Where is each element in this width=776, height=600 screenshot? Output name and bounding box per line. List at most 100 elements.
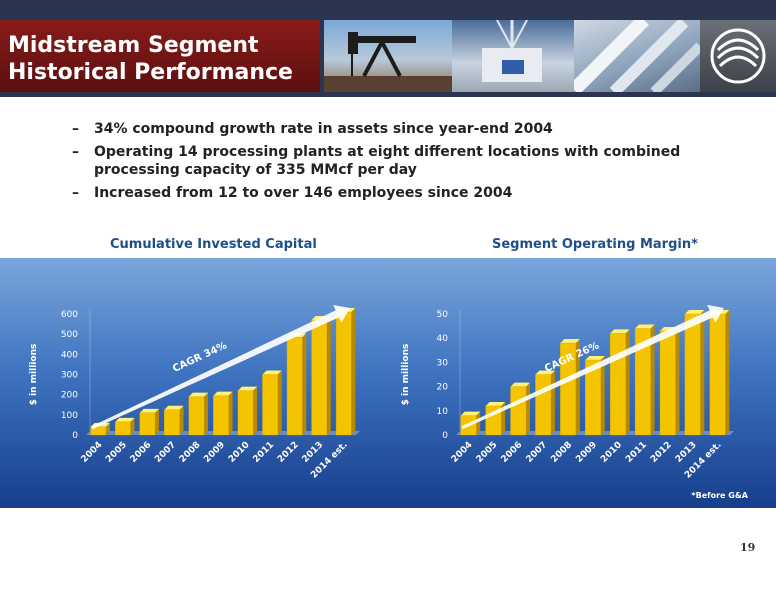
bar: [115, 421, 131, 436]
y-tick-label: 10: [437, 407, 449, 417]
bar-side: [550, 370, 555, 435]
growth-arrow: [91, 305, 350, 430]
bar-top: [164, 405, 184, 410]
chart-title-operating-margin: Segment Operating Margin*: [492, 237, 698, 252]
plant-structure-icon: [482, 19, 542, 82]
page-title-line2: Historical Performance: [8, 60, 293, 85]
bar-side: [154, 408, 159, 435]
bar-side: [675, 326, 680, 435]
chart-title-invested-capital: Cumulative Invested Capital: [110, 237, 317, 252]
x-tick-label: 2009: [202, 440, 227, 465]
bar: [188, 396, 205, 436]
bar-top: [213, 391, 233, 396]
x-tick-label: 2011: [624, 440, 649, 465]
bar-top: [510, 382, 530, 387]
bar: [286, 336, 303, 436]
bar-side: [625, 329, 630, 435]
header-banner: Midstream Segment Historical Performance: [0, 0, 776, 97]
x-tick-label: 2009: [574, 440, 599, 465]
title-box: Midstream Segment Historical Performance: [0, 20, 320, 92]
y-tick-label: 40: [437, 334, 449, 344]
bar: [311, 319, 327, 436]
y-tick-label: 600: [61, 310, 78, 320]
y-tick-label: 0: [72, 431, 78, 441]
bar-top: [262, 370, 282, 375]
page-number: 19: [740, 541, 756, 554]
pumpjack-silhouette-icon: [324, 32, 452, 92]
bar-side: [600, 355, 605, 435]
bullet-list: – 34% compound growth rate in assets sin…: [72, 120, 752, 207]
bar-side: [105, 422, 110, 435]
bar-side: [476, 411, 481, 435]
x-tick-label: 2010: [599, 440, 624, 465]
bar: [684, 313, 701, 436]
y-tick-label: 0: [442, 431, 448, 441]
bar-top: [485, 401, 506, 406]
y-axis-label: $ in millions: [401, 344, 411, 406]
bar: [560, 342, 577, 436]
bar-top: [139, 408, 159, 413]
bar: [139, 412, 156, 436]
page-title-line1: Midstream Segment: [8, 33, 259, 58]
bullet-item: – Operating 14 processing plants at eigh…: [72, 143, 752, 179]
x-tick-label: 2007: [153, 440, 178, 465]
bar-side: [326, 316, 331, 435]
bar: [213, 395, 229, 436]
x-tick-label: 2012: [649, 440, 674, 465]
x-tick-label: 2008: [178, 440, 203, 465]
bullet-dash: –: [72, 185, 79, 201]
bar: [510, 386, 527, 436]
bar-top: [610, 329, 630, 334]
bar-top: [585, 355, 605, 360]
y-tick-label: 30: [437, 358, 449, 368]
bar: [659, 330, 676, 436]
y-tick-label: 300: [61, 371, 78, 381]
x-tick-label: 2006: [129, 440, 154, 465]
bullet-text: Operating 14 processing plants at eight …: [94, 144, 681, 178]
bar-top: [684, 310, 705, 314]
bar-side: [700, 310, 705, 435]
bar-top: [635, 324, 655, 329]
bar: [90, 426, 107, 436]
bar: [164, 409, 180, 436]
y-tick-label: 50: [437, 310, 449, 320]
footnote: *Before G&A: [691, 491, 748, 500]
bar-side: [204, 392, 209, 435]
bullet-item: – 34% compound growth rate in assets sin…: [72, 120, 752, 138]
bar-top: [188, 392, 209, 397]
pipeline-photo: [569, 15, 704, 97]
bar: [634, 328, 651, 436]
x-tick-label: 2005: [104, 440, 129, 465]
company-swirl-logo-icon: [710, 28, 766, 84]
x-tick-label: 2008: [549, 440, 574, 465]
bar-side: [650, 324, 655, 435]
bar-top: [237, 386, 258, 391]
company-logo: [700, 20, 776, 92]
bar: [237, 390, 254, 436]
x-tick-label: 2004: [450, 440, 475, 465]
y-axis-label: $ in millions: [29, 344, 39, 406]
x-tick-label: 2005: [475, 440, 500, 465]
bar-side: [228, 391, 233, 435]
x-tick-label: 2011: [251, 440, 276, 465]
chart-panel: 0 100 200 300 400 500 600 $ in millions 2004 2005…: [0, 258, 776, 508]
bar: [535, 374, 552, 436]
x-tick-label: 2006: [500, 440, 525, 465]
y-tick-label: 200: [61, 391, 78, 401]
bullet-text: Increased from 12 to over 146 employees …: [94, 185, 513, 201]
x-tick-label: 2007: [525, 440, 550, 465]
growth-arrow: [461, 304, 724, 430]
x-tick-label: 2012: [276, 440, 301, 465]
bullet-dash: –: [72, 121, 79, 137]
y-tick-label: 100: [61, 411, 78, 421]
bar-side: [253, 386, 258, 435]
pipes-icon: [569, 15, 704, 97]
x-tick-label: 2004: [80, 440, 105, 465]
bullet-text: 34% compound growth rate in assets since…: [94, 121, 553, 137]
bar: [335, 311, 352, 436]
bar-side: [725, 310, 730, 435]
bar-side: [525, 382, 530, 435]
bar-top: [560, 339, 580, 344]
bar-top: [460, 411, 481, 416]
